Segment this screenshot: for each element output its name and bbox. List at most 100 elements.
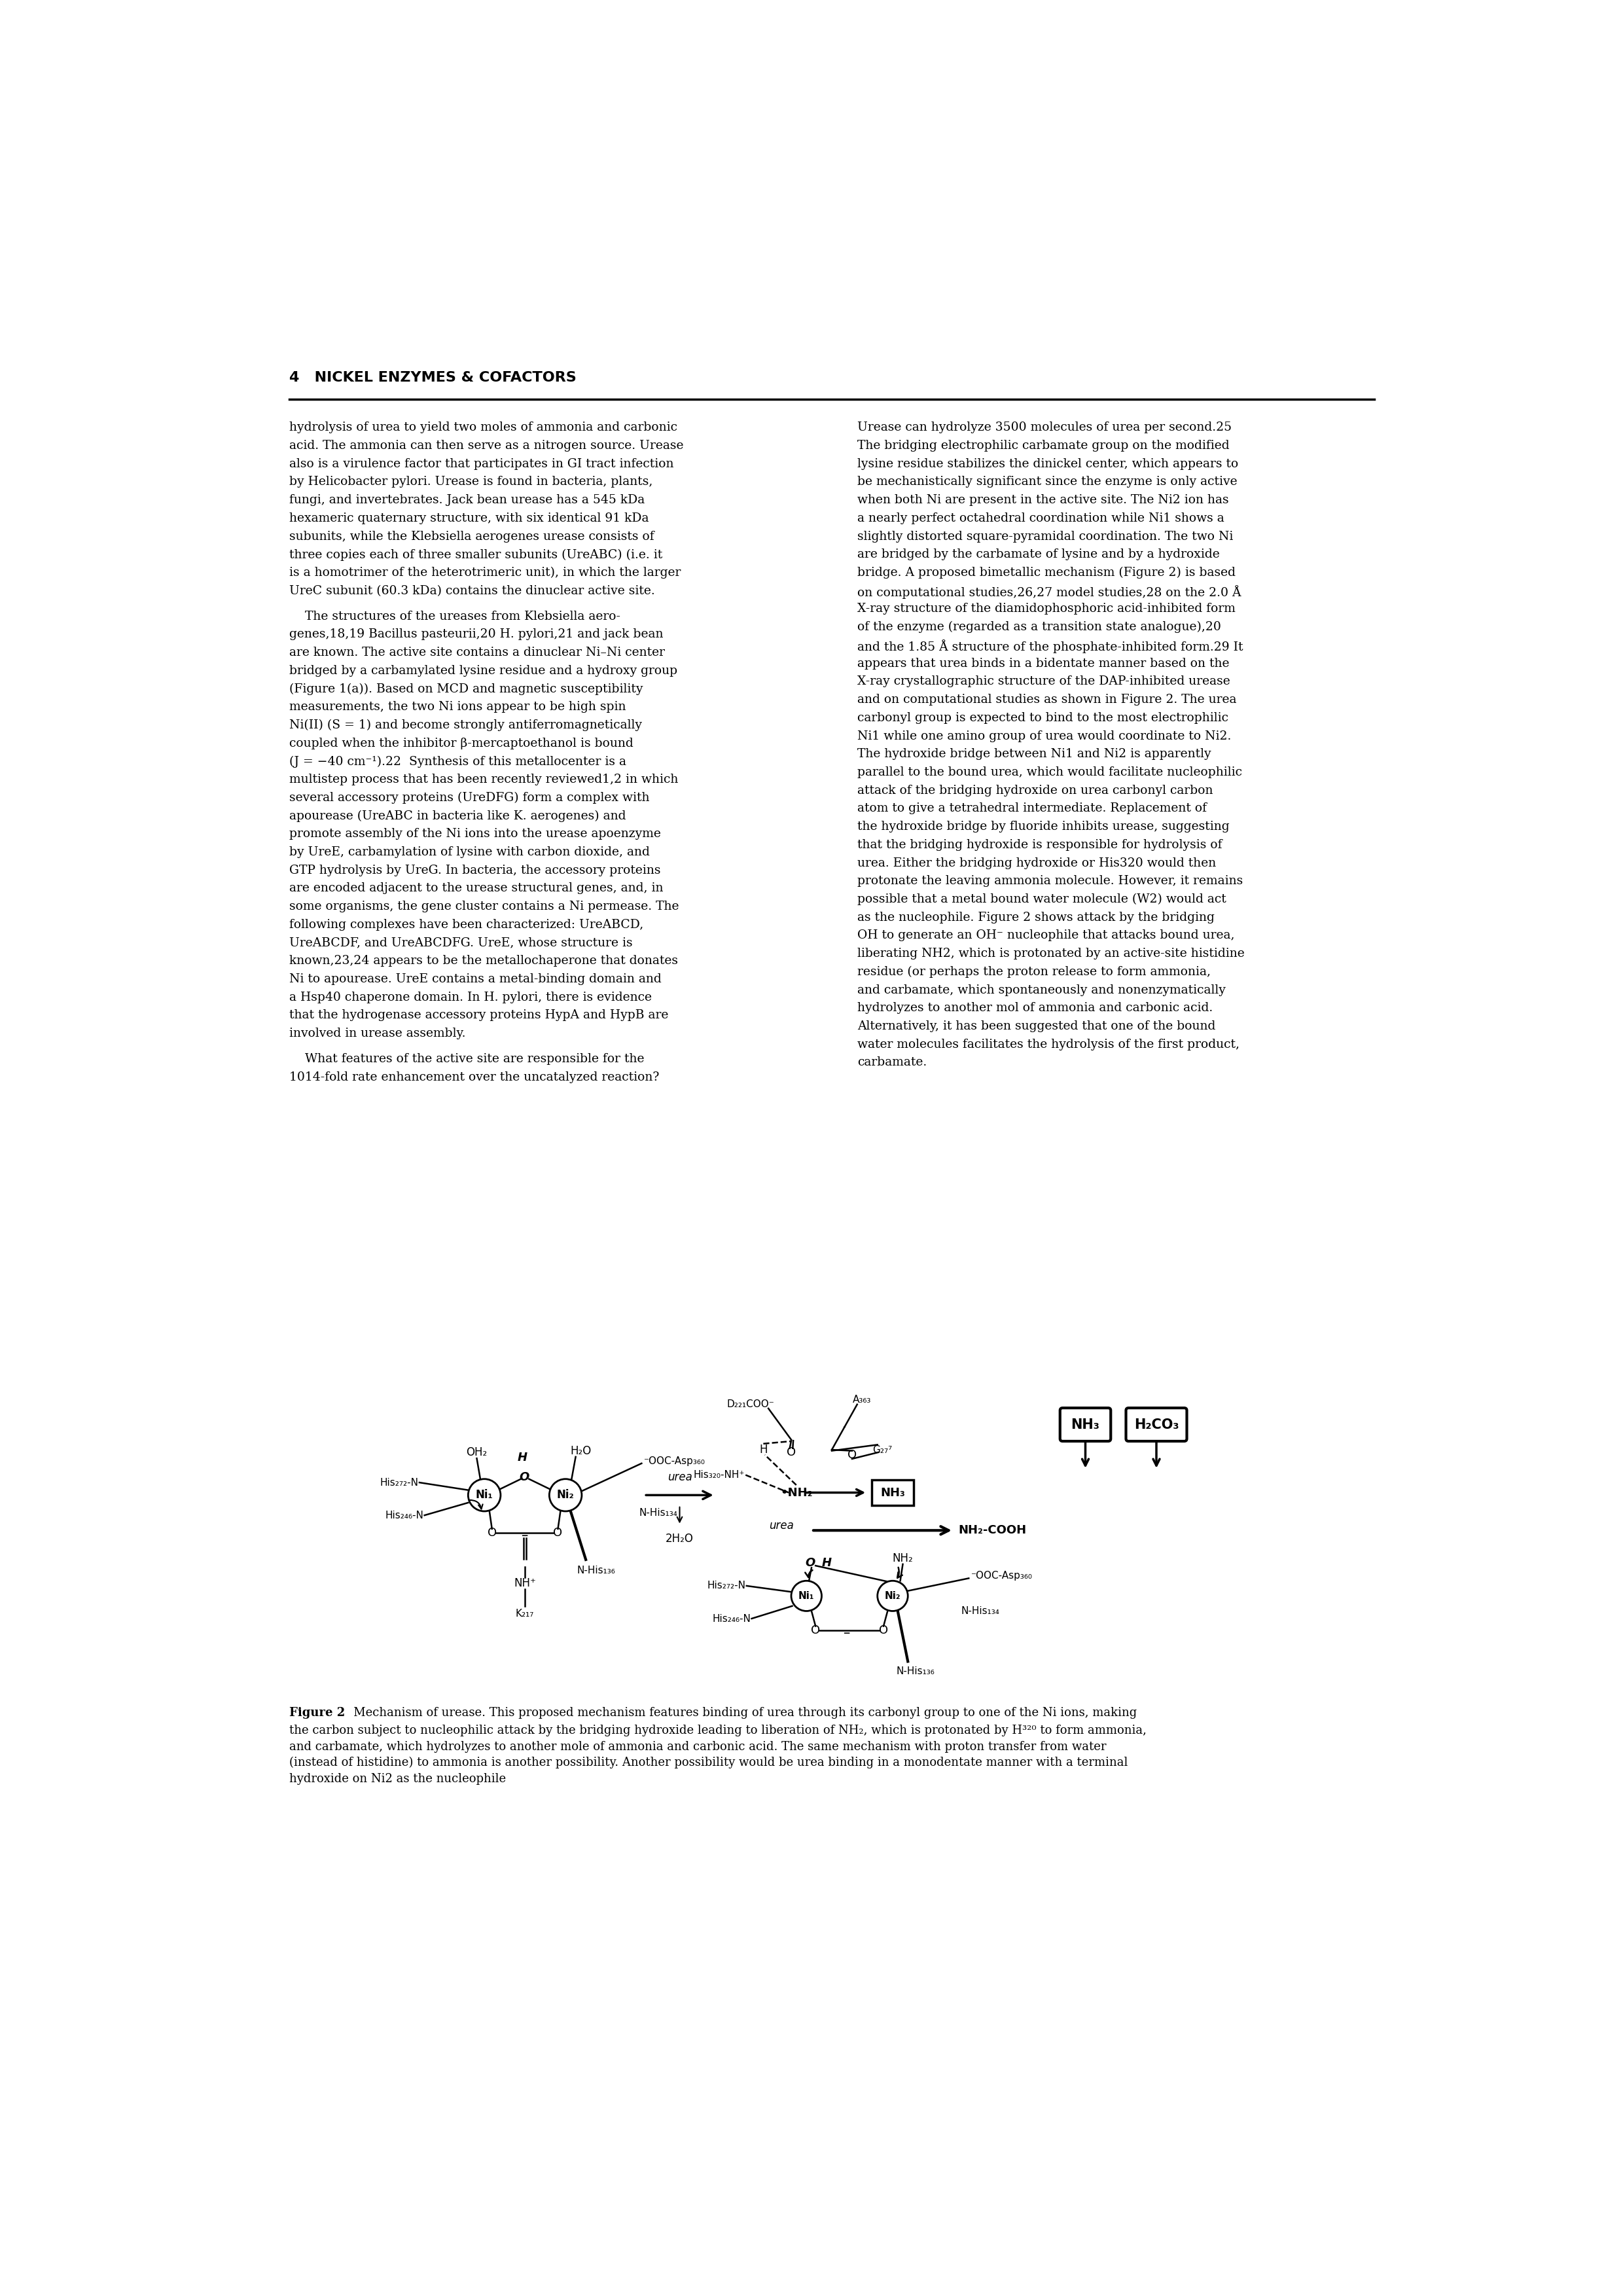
- Text: some organisms, the gene cluster contains a Ni permease. The: some organisms, the gene cluster contain…: [289, 900, 678, 912]
- Text: promote assembly of the Ni ions into the urease apoenzyme: promote assembly of the Ni ions into the…: [289, 829, 661, 840]
- Text: His₃₂₀-NH⁺: His₃₂₀-NH⁺: [693, 1469, 745, 1481]
- Text: The structures of the ureases from Klebsiella aero-: The structures of the ureases from Klebs…: [289, 611, 620, 622]
- Text: of the enzyme (regarded as a transition state analogue),20: of the enzyme (regarded as a transition …: [857, 622, 1220, 634]
- Text: 1014-fold rate enhancement over the uncatalyzed reaction?: 1014-fold rate enhancement over the unca…: [289, 1072, 659, 1084]
- Text: a Hsp40 chaperone domain. In H. pylori, there is evidence: a Hsp40 chaperone domain. In H. pylori, …: [289, 992, 652, 1003]
- Circle shape: [878, 1582, 907, 1612]
- Text: Ni₂: Ni₂: [557, 1490, 575, 1502]
- Text: ⁻OOC-Asp₃₆₀: ⁻OOC-Asp₃₆₀: [971, 1570, 1032, 1580]
- Text: UreABCDF, and UreABCDFG. UreE, whose structure is: UreABCDF, and UreABCDFG. UreE, whose str…: [289, 937, 633, 948]
- Text: hydrolysis of urea to yield two moles of ammonia and carbonic: hydrolysis of urea to yield two moles of…: [289, 422, 677, 434]
- Text: possible that a metal bound water molecule (W2) would act: possible that a metal bound water molecu…: [857, 893, 1225, 905]
- Text: N-His₁₃₄: N-His₁₃₄: [961, 1607, 1000, 1616]
- Text: 2H₂O: 2H₂O: [665, 1534, 693, 1545]
- Circle shape: [549, 1479, 581, 1511]
- Text: N-His₁₃₆: N-His₁₃₆: [576, 1566, 615, 1575]
- Text: urea: urea: [769, 1520, 794, 1531]
- Text: NH₃: NH₃: [880, 1488, 906, 1499]
- Text: be mechanistically significant since the enzyme is only active: be mechanistically significant since the…: [857, 475, 1237, 487]
- Text: three copies each of three smaller subunits (UreABC) (i.e. it: three copies each of three smaller subun…: [289, 549, 662, 560]
- Text: A₃₆₃: A₃₆₃: [854, 1394, 872, 1405]
- Text: coupled when the inhibitor β-mercaptoethanol is bound: coupled when the inhibitor β-mercaptoeth…: [289, 737, 633, 748]
- Text: as the nucleophile. Figure 2 shows attack by the bridging: as the nucleophile. Figure 2 shows attac…: [857, 912, 1214, 923]
- Text: O: O: [487, 1527, 497, 1538]
- FancyBboxPatch shape: [872, 1481, 914, 1506]
- Text: a nearly perfect octahedral coordination while Ni1 shows a: a nearly perfect octahedral coordination…: [857, 512, 1224, 523]
- Text: O: O: [787, 1446, 795, 1458]
- Text: water molecules facilitates the hydrolysis of the first product,: water molecules facilitates the hydrolys…: [857, 1038, 1240, 1049]
- Text: residue (or perhaps the proton release to form ammonia,: residue (or perhaps the proton release t…: [857, 967, 1211, 978]
- Text: are known. The active site contains a dinuclear Ni–Ni center: are known. The active site contains a di…: [289, 647, 665, 659]
- Text: O: O: [880, 1623, 888, 1637]
- Text: Ni₁: Ni₁: [476, 1490, 493, 1502]
- Text: Alternatively, it has been suggested that one of the bound: Alternatively, it has been suggested tha…: [857, 1019, 1216, 1033]
- Text: the carbon subject to nucleophilic attack by the bridging hydroxide leading to l: the carbon subject to nucleophilic attac…: [289, 1724, 1146, 1784]
- Text: when both Ni are present in the active site. The Ni2 ion has: when both Ni are present in the active s…: [857, 494, 1229, 505]
- Text: and carbamate, which spontaneously and nonenzymatically: and carbamate, which spontaneously and n…: [857, 985, 1225, 996]
- Text: urea: urea: [667, 1472, 691, 1483]
- Text: NH₂: NH₂: [893, 1552, 914, 1564]
- Text: (Figure 1(a)). Based on MCD and magnetic susceptibility: (Figure 1(a)). Based on MCD and magnetic…: [289, 682, 643, 696]
- Text: 4   NICKEL ENZYMES & COFACTORS: 4 NICKEL ENZYMES & COFACTORS: [289, 372, 576, 383]
- Text: His₂₇₂-N: His₂₇₂-N: [380, 1479, 419, 1488]
- Text: O: O: [812, 1623, 820, 1637]
- Text: GTP hydrolysis by UreG. In bacteria, the accessory proteins: GTP hydrolysis by UreG. In bacteria, the…: [289, 863, 661, 877]
- Text: are bridged by the carbamate of lysine and by a hydroxide: are bridged by the carbamate of lysine a…: [857, 549, 1219, 560]
- FancyArrowPatch shape: [469, 1499, 482, 1508]
- Text: apourease (UreABC in bacteria like K. aerogenes) and: apourease (UreABC in bacteria like K. ae…: [289, 810, 626, 822]
- Text: subunits, while the Klebsiella aerogenes urease consists of: subunits, while the Klebsiella aerogenes…: [289, 530, 654, 542]
- Text: Ni₁: Ni₁: [799, 1591, 815, 1600]
- Text: also is a virulence factor that participates in GI tract infection: also is a virulence factor that particip…: [289, 457, 674, 471]
- Text: –: –: [521, 1529, 529, 1543]
- Text: The hydroxide bridge between Ni1 and Ni2 is apparently: The hydroxide bridge between Ni1 and Ni2…: [857, 748, 1211, 760]
- Text: that the bridging hydroxide is responsible for hydrolysis of: that the bridging hydroxide is responsib…: [857, 838, 1222, 852]
- Text: measurements, the two Ni ions appear to be high spin: measurements, the two Ni ions appear to …: [289, 700, 626, 712]
- Text: urea. Either the bridging hydroxide or His320 would then: urea. Either the bridging hydroxide or H…: [857, 856, 1216, 868]
- Text: involved in urease assembly.: involved in urease assembly.: [289, 1029, 466, 1040]
- Text: H: H: [518, 1451, 527, 1463]
- Text: Figure 2: Figure 2: [289, 1706, 344, 1720]
- Text: slightly distorted square-pyramidal coordination. The two Ni: slightly distorted square-pyramidal coor…: [857, 530, 1233, 542]
- Text: NH₂-COOH: NH₂-COOH: [959, 1525, 1027, 1536]
- FancyBboxPatch shape: [1126, 1407, 1186, 1442]
- Text: is a homotrimer of the heterotrimeric unit), in which the larger: is a homotrimer of the heterotrimeric un…: [289, 567, 680, 579]
- Text: OH₂: OH₂: [466, 1446, 487, 1458]
- Text: D₂₂₁COO⁻: D₂₂₁COO⁻: [727, 1401, 774, 1410]
- Text: bridge. A proposed bimetallic mechanism (Figure 2) is based: bridge. A proposed bimetallic mechanism …: [857, 567, 1235, 579]
- Text: fungi, and invertebrates. Jack bean urease has a 545 kDa: fungi, and invertebrates. Jack bean urea…: [289, 494, 644, 505]
- Text: H: H: [821, 1557, 831, 1568]
- Text: NH₃: NH₃: [1071, 1419, 1100, 1430]
- Text: ⁻OOC-Asp₃₆₀: ⁻OOC-Asp₃₆₀: [644, 1456, 706, 1465]
- Text: bridged by a carbamylated lysine residue and a hydroxy group: bridged by a carbamylated lysine residue…: [289, 666, 677, 677]
- Text: carbonyl group is expected to bind to the most electrophilic: carbonyl group is expected to bind to th…: [857, 712, 1229, 723]
- Text: the hydroxide bridge by fluoride inhibits urease, suggesting: the hydroxide bridge by fluoride inhibit…: [857, 820, 1229, 833]
- Text: Ni1 while one amino group of urea would coordinate to Ni2.: Ni1 while one amino group of urea would …: [857, 730, 1232, 742]
- Text: following complexes have been characterized: UreABCD,: following complexes have been characteri…: [289, 918, 643, 930]
- Text: •NH₂: •NH₂: [781, 1488, 813, 1499]
- Text: His₂₄₆-N: His₂₄₆-N: [712, 1614, 750, 1623]
- Text: OH to generate an OH⁻ nucleophile that attacks bound urea,: OH to generate an OH⁻ nucleophile that a…: [857, 930, 1235, 941]
- Text: that the hydrogenase accessory proteins HypA and HypB are: that the hydrogenase accessory proteins …: [289, 1010, 669, 1022]
- Text: The bridging electrophilic carbamate group on the modified: The bridging electrophilic carbamate gro…: [857, 441, 1229, 452]
- Text: Urease can hydrolyze 3500 molecules of urea per second.25: Urease can hydrolyze 3500 molecules of u…: [857, 422, 1232, 434]
- Text: Ni to apourease. UreE contains a metal-binding domain and: Ni to apourease. UreE contains a metal-b…: [289, 974, 661, 985]
- Text: O: O: [847, 1449, 857, 1460]
- Text: are encoded adjacent to the urease structural genes, and, in: are encoded adjacent to the urease struc…: [289, 882, 664, 893]
- Text: appears that urea binds in a bidentate manner based on the: appears that urea binds in a bidentate m…: [857, 657, 1229, 670]
- Text: H: H: [760, 1444, 768, 1456]
- Text: and the 1.85 Å structure of the phosphate-inhibited form.29 It: and the 1.85 Å structure of the phosphat…: [857, 638, 1243, 652]
- Text: Mechanism of urease. This proposed mechanism features binding of urea through it: Mechanism of urease. This proposed mecha…: [342, 1706, 1138, 1720]
- Text: X-ray structure of the diamidophosphoric acid-inhibited form: X-ray structure of the diamidophosphoric…: [857, 604, 1235, 615]
- Text: Ni(II) (S = 1) and become strongly antiferromagnetically: Ni(II) (S = 1) and become strongly antif…: [289, 719, 641, 730]
- Circle shape: [467, 1479, 500, 1511]
- Text: What features of the active site are responsible for the: What features of the active site are res…: [289, 1054, 644, 1065]
- Text: liberating NH2, which is protonated by an active-site histidine: liberating NH2, which is protonated by a…: [857, 948, 1245, 960]
- Text: hexameric quaternary structure, with six identical 91 kDa: hexameric quaternary structure, with six…: [289, 512, 649, 523]
- Text: N-His₁₃₆: N-His₁₃₆: [896, 1667, 935, 1676]
- Text: parallel to the bound urea, which would facilitate nucleophilic: parallel to the bound urea, which would …: [857, 767, 1242, 778]
- Text: on computational studies,26,27 model studies,28 on the 2.0 Å: on computational studies,26,27 model stu…: [857, 585, 1242, 599]
- Text: multistep process that has been recently reviewed1,2 in which: multistep process that has been recently…: [289, 774, 678, 785]
- Text: –: –: [844, 1626, 850, 1639]
- FancyArrowPatch shape: [898, 1568, 902, 1577]
- Text: NH⁺: NH⁺: [514, 1577, 536, 1589]
